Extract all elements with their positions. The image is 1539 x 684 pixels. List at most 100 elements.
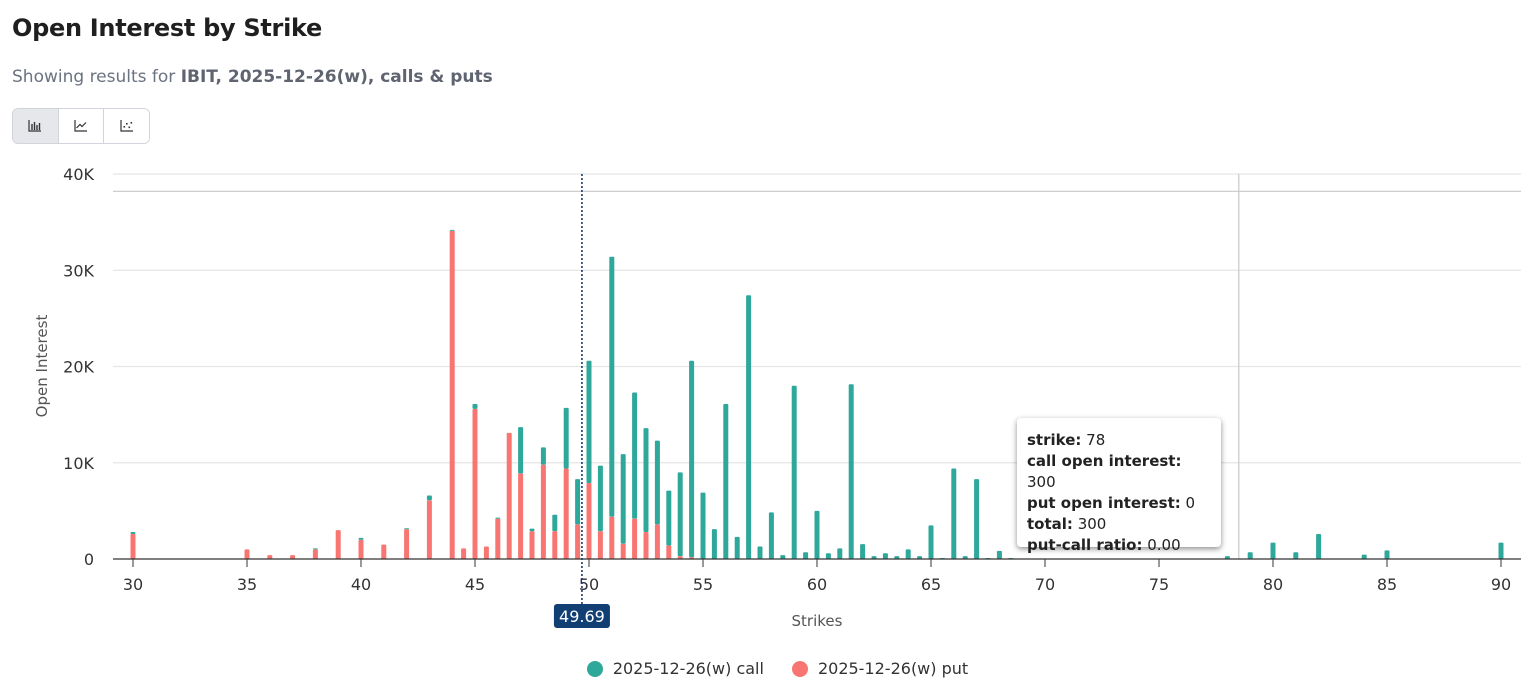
call-bar — [928, 525, 934, 559]
call-bar — [472, 404, 478, 409]
put-bar — [552, 531, 558, 559]
legend-item-put[interactable]: 2025-12-26(w) put — [791, 659, 968, 678]
x-tick-label: 50 — [579, 575, 599, 594]
x-tick-label: 85 — [1377, 575, 1397, 594]
call-bar — [837, 548, 843, 559]
put-bar — [666, 545, 672, 559]
tooltip-ratio: put-call ratio: 0.00 — [1027, 536, 1181, 554]
call-bar — [768, 512, 774, 559]
put-bar — [426, 500, 432, 559]
call-bar — [996, 550, 1002, 559]
scatter-chart-button[interactable] — [104, 109, 149, 143]
call-bar — [563, 407, 569, 469]
tooltip-put-oi: put open interest: 0 — [1027, 494, 1196, 512]
put-bar — [575, 524, 581, 559]
call-bar — [404, 528, 410, 530]
put-bar — [483, 546, 489, 559]
call-bar — [597, 465, 603, 532]
call-bar — [677, 472, 683, 557]
page-title: Open Interest by Strike — [12, 14, 322, 42]
call-bar — [609, 256, 615, 517]
line-chart-icon — [74, 120, 87, 132]
call-bar — [449, 229, 455, 231]
y-tick-label: 10K — [63, 454, 94, 473]
y-tick-label: 0 — [84, 550, 94, 569]
put-bar — [597, 531, 603, 559]
x-tick-label: 45 — [465, 575, 485, 594]
put-bar — [586, 482, 592, 559]
x-tick-label: 60 — [807, 575, 827, 594]
y-tick-label: 30K — [63, 261, 94, 280]
axes: 0 10K 20K 30K 40K 30 35 40 45 50 55 60 65 70 75 80 85 90 — [63, 165, 1521, 594]
call-bar — [1384, 550, 1390, 559]
call-bar — [882, 553, 888, 559]
x-axis-title: Strikes — [792, 612, 843, 630]
call-bar — [1316, 533, 1322, 559]
put-bar — [529, 531, 535, 559]
subtitle-prefix: Showing results for — [12, 67, 176, 87]
call-bar — [791, 385, 797, 559]
scatter-chart-icon — [120, 120, 133, 132]
legend-item-call[interactable]: 2025-12-26(w) call — [586, 659, 764, 678]
call-bar — [1293, 552, 1299, 559]
call-bar — [711, 529, 717, 559]
call-bar — [1361, 554, 1367, 559]
put-bar — [312, 549, 318, 559]
call-bar — [426, 495, 432, 501]
bars — [130, 229, 1504, 559]
call-bar — [848, 384, 854, 559]
x-tick-label: 65 — [921, 575, 941, 594]
put-bar — [632, 518, 638, 559]
call-bar — [780, 555, 786, 559]
call-bar — [803, 552, 809, 559]
call-bar — [757, 546, 763, 559]
put-bar — [654, 524, 660, 559]
call-bar — [495, 517, 501, 519]
call-bar — [871, 556, 877, 559]
put-bar — [495, 518, 501, 559]
call-bar — [518, 427, 524, 474]
call-bar — [1247, 552, 1253, 559]
call-bar — [552, 514, 558, 532]
call-bar — [951, 468, 957, 559]
put-bar — [290, 555, 296, 559]
put-bar — [267, 555, 273, 559]
bar-chart-icon — [28, 120, 42, 132]
grid — [113, 173, 1521, 559]
call-bar — [1224, 556, 1230, 559]
x-tick-label: 40 — [351, 575, 371, 594]
x-tick-label: 75 — [1149, 575, 1169, 594]
x-tick-label: 35 — [237, 575, 257, 594]
put-bar — [643, 532, 649, 559]
call-bar — [746, 295, 752, 559]
call-bar — [974, 479, 980, 559]
put-bar — [244, 549, 250, 559]
call-bar — [860, 544, 866, 559]
put-bar — [506, 432, 512, 559]
chart-type-toggle — [12, 108, 150, 144]
call-bar — [130, 532, 136, 534]
call-bar — [312, 548, 318, 550]
call-bar — [917, 556, 923, 559]
call-bar — [700, 492, 706, 559]
call-bar — [905, 549, 911, 559]
x-tick-label: 70 — [1035, 575, 1055, 594]
line-chart-button[interactable] — [58, 109, 105, 143]
put-bar — [472, 408, 478, 559]
x-tick-label: 90 — [1491, 575, 1511, 594]
subtitle-selection: IBIT, 2025-12-26(w), calls & puts — [180, 67, 493, 87]
call-bar — [654, 440, 660, 525]
call-bar — [723, 404, 729, 559]
y-tick-label: 20K — [63, 358, 94, 377]
bar-chart-button[interactable] — [13, 109, 59, 143]
put-bar — [461, 548, 467, 559]
hover-tooltip: strike: 78 call open interest: 300 put o… — [1017, 418, 1221, 554]
tooltip-strike: strike: 78 — [1027, 431, 1106, 449]
y-axis-title: Open Interest — [33, 315, 51, 418]
x-tick-label: 55 — [693, 575, 713, 594]
tooltip-call-oi: call open interest: 300 — [1027, 452, 1182, 491]
put-bar — [381, 544, 387, 559]
call-bar — [689, 360, 695, 558]
spot-price-marker: 49.69 — [553, 174, 610, 628]
